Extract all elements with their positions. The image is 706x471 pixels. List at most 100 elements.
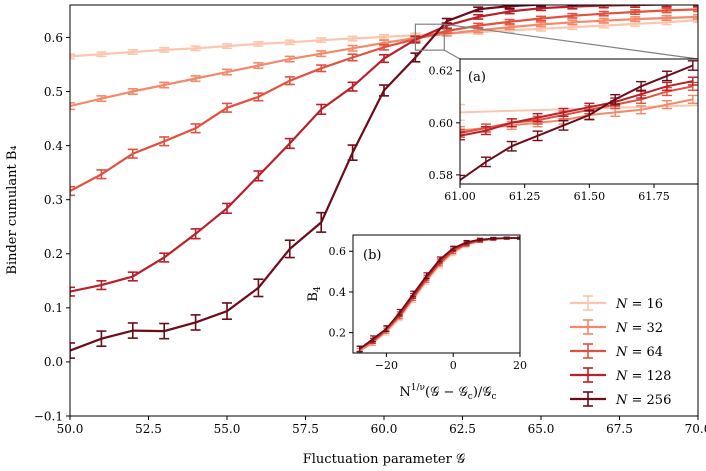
main-errorbar [284, 39, 295, 46]
main-xtick-label: 70.0 [685, 422, 706, 436]
main-xtick-label: 60.0 [371, 422, 398, 436]
inset_b-series-4 [356, 236, 520, 353]
main-xtick-label: 62.5 [449, 422, 476, 436]
inset-a-series-group [460, 60, 698, 184]
inset-b-xlabel-rest2: )/𝒢 [473, 385, 492, 400]
legend-label: N = 64 [615, 345, 663, 360]
main-errorbar [567, 5, 578, 7]
inset_a-errorbar [661, 99, 672, 110]
main-errorbar [127, 271, 138, 282]
zoom-connector-left [443, 49, 461, 60]
inset_a-xtick-label: 61.75 [638, 190, 670, 203]
main-errorbar [190, 45, 201, 52]
main-errorbar [379, 33, 389, 40]
main-errorbar [222, 43, 232, 50]
inset_a-errorbar [460, 174, 465, 184]
main-errorbar [536, 5, 546, 8]
inset_a-errorbar [558, 107, 569, 117]
main-errorbar [70, 53, 75, 60]
main-errorbar [222, 202, 232, 215]
inset_b-errorbar [436, 256, 443, 263]
inset-a-frame [459, 58, 699, 185]
main-errorbar [661, 5, 672, 6]
main-errorbar [347, 144, 358, 162]
main-errorbar [661, 5, 672, 8]
main-errorbar [347, 44, 358, 52]
main-errorbar [410, 52, 421, 63]
inset_a-errorbar [460, 103, 465, 121]
legend-entry: N = 64 [570, 343, 663, 360]
main-errorbar [96, 330, 107, 348]
main-errorbar [253, 278, 264, 298]
inset_b-errorbar [423, 272, 430, 280]
zoom-rectangle [414, 23, 445, 51]
inset_b-ytick-label: 0.6 [329, 245, 347, 258]
inset_b-errorbar [450, 245, 457, 251]
main-errorbar [284, 137, 295, 150]
main-errorbar [190, 123, 201, 134]
inset_b-errorbar [410, 290, 417, 298]
main-errorbar [630, 5, 641, 6]
main-errorbar [96, 280, 107, 291]
main-errorbar [96, 95, 107, 103]
main-ytick-label: −0.1 [34, 409, 63, 423]
main-series-3 [70, 5, 698, 297]
legend-label: N = 32 [615, 321, 663, 336]
main-ytick-label: 0.1 [44, 301, 63, 315]
main-errorbar [316, 50, 327, 58]
inset_b-errorbar [383, 325, 390, 332]
legend-label: N = 16 [615, 297, 663, 312]
main-xtick-label: 57.5 [292, 422, 319, 436]
main-errorbar [598, 17, 609, 24]
inset_a-errorbar [532, 130, 543, 142]
inset-a: 61.00 61.25 61.50 61.75 0.58 0.60 0.62 (a) [429, 58, 699, 203]
main-errorbar [70, 286, 75, 297]
inset_a-line-3 [460, 80, 693, 137]
main-errorbar [473, 6, 484, 13]
main-errorbar [70, 342, 75, 359]
main-ytick-label: 0.0 [44, 355, 63, 369]
inset_a-ytick-label: 0.58 [429, 169, 454, 182]
inset_a-errorbar [687, 60, 698, 71]
main-errorbar [70, 102, 75, 111]
main-errorbar [70, 185, 75, 197]
main-xtick-label: 50.0 [57, 422, 84, 436]
main-errorbar [693, 13, 698, 20]
main-errorbar [347, 53, 358, 62]
inset-b-ticks: −20 0 20 0.2 0.4 0.6 [329, 245, 528, 372]
inset-b-xlabel-base: N [399, 385, 410, 400]
main-series-2 [70, 6, 698, 197]
inset_a-errorbar [460, 131, 465, 141]
main-errorbar [473, 22, 484, 29]
main-errorbar [693, 6, 698, 13]
main-errorbar [379, 53, 389, 64]
main-series-1 [70, 13, 698, 111]
legend: N = 16 N = 32 N = 64 N = 128 N = 256 [570, 295, 671, 408]
main-errorbar [536, 21, 546, 28]
main-errorbar [159, 252, 170, 263]
inset_a-errorbar [661, 81, 672, 91]
inset_b-errorbar [370, 335, 377, 343]
legend-entry: N = 128 [570, 367, 671, 384]
main-series-4 [70, 5, 698, 359]
inset_a-errorbar [636, 105, 647, 115]
inset_a-errorbar [480, 126, 491, 136]
zoom-connector-right [444, 23, 699, 60]
main-errorbar [96, 51, 107, 58]
main-errorbar [347, 35, 358, 42]
main-errorbar [159, 81, 170, 89]
main-errorbar [253, 40, 264, 47]
main-errorbar [693, 5, 698, 6]
main-errorbar [316, 37, 327, 44]
main-errorbar [159, 46, 170, 53]
main-xtick-label: 55.0 [214, 422, 241, 436]
main-errorbar [127, 148, 138, 159]
inset_a-xtick-label: 61.25 [509, 190, 541, 203]
main-series-group [70, 5, 698, 359]
main-errorbar [159, 322, 170, 340]
inset_a-errorbar [506, 140, 517, 152]
main-errorbar [504, 8, 515, 15]
inset-a-label: (a) [468, 70, 486, 85]
main-errorbar [536, 15, 546, 22]
